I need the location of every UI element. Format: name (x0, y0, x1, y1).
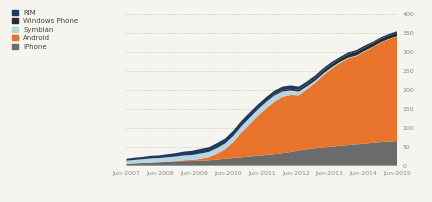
Legend: RIM, Windows Phone, Symbian, Android, iPhone: RIM, Windows Phone, Symbian, Android, iP… (12, 9, 78, 50)
